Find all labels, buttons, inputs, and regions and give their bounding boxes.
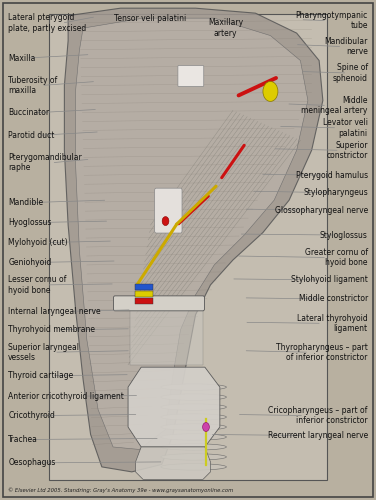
Text: Mandible: Mandible [8, 198, 43, 207]
Text: Mandibular
nerve: Mandibular nerve [324, 37, 368, 56]
Text: Thyrohyoid membrane: Thyrohyoid membrane [8, 326, 95, 334]
Text: Superior
constrictor: Superior constrictor [326, 140, 368, 160]
Text: Lateral pterygoid
plate, partly excised: Lateral pterygoid plate, partly excised [8, 14, 86, 33]
Text: Levator veli
palatini: Levator veli palatini [323, 118, 368, 138]
Ellipse shape [161, 384, 226, 390]
Text: Stylopharyngeus: Stylopharyngeus [303, 188, 368, 197]
Circle shape [263, 82, 278, 102]
Text: Oesophagus: Oesophagus [8, 458, 56, 468]
Text: Trachea: Trachea [8, 435, 38, 444]
Text: Lateral thyrohyoid
ligament: Lateral thyrohyoid ligament [297, 314, 368, 333]
Text: Styloglossus: Styloglossus [320, 230, 368, 239]
Text: Greater cornu of
hyoid bone: Greater cornu of hyoid bone [305, 248, 368, 267]
Text: Thyroid cartilage: Thyroid cartilage [8, 371, 73, 380]
Text: Thyropharyngeus – part
of inferior constrictor: Thyropharyngeus – part of inferior const… [276, 342, 368, 362]
Text: Recurrent laryngeal nerve: Recurrent laryngeal nerve [268, 431, 368, 440]
Ellipse shape [161, 424, 226, 430]
Text: Stylohyoid ligament: Stylohyoid ligament [291, 276, 368, 284]
FancyBboxPatch shape [135, 298, 153, 304]
Text: Maxilla: Maxilla [8, 54, 36, 62]
Polygon shape [76, 18, 308, 450]
Text: © Elsevier Ltd 2005. Standring: Gray's Anatomy 39e - www.graysanatomyonline.com: © Elsevier Ltd 2005. Standring: Gray's A… [8, 487, 233, 493]
FancyBboxPatch shape [114, 296, 205, 311]
Ellipse shape [161, 434, 226, 440]
FancyBboxPatch shape [130, 309, 203, 364]
Text: Cricothyroid: Cricothyroid [8, 411, 55, 420]
Text: Lesser cornu of
hyoid bone: Lesser cornu of hyoid bone [8, 275, 67, 294]
Text: Middle
meningeal artery: Middle meningeal artery [302, 96, 368, 115]
Text: Glossopharyngeal nerve: Glossopharyngeal nerve [274, 206, 368, 214]
Ellipse shape [161, 394, 226, 400]
Text: Hyoglossus: Hyoglossus [8, 218, 52, 227]
Ellipse shape [161, 444, 226, 450]
FancyBboxPatch shape [135, 284, 153, 290]
Ellipse shape [161, 414, 226, 420]
Text: Tensor veli palatini: Tensor veli palatini [114, 14, 186, 23]
FancyBboxPatch shape [155, 188, 182, 233]
Text: Internal laryngeal nerve: Internal laryngeal nerve [8, 307, 101, 316]
Text: Spine of
sphenoid: Spine of sphenoid [333, 64, 368, 82]
Text: Buccinator: Buccinator [8, 108, 49, 118]
FancyBboxPatch shape [49, 14, 327, 480]
Polygon shape [64, 8, 323, 472]
Polygon shape [136, 447, 211, 480]
Ellipse shape [161, 464, 226, 470]
Text: Maxillary
artery: Maxillary artery [208, 18, 243, 38]
Circle shape [203, 422, 209, 432]
Text: Middle constrictor: Middle constrictor [299, 294, 368, 304]
Ellipse shape [161, 404, 226, 410]
FancyBboxPatch shape [135, 292, 153, 297]
Text: Pharyngotympanic
tube: Pharyngotympanic tube [296, 11, 368, 30]
Text: Pterygomandibular
raphe: Pterygomandibular raphe [8, 153, 82, 172]
Text: Pterygoid hamulus: Pterygoid hamulus [296, 170, 368, 179]
Text: Mylohyoid (cut): Mylohyoid (cut) [8, 238, 68, 247]
Polygon shape [128, 367, 220, 447]
Text: Tuberosity of
maxilla: Tuberosity of maxilla [8, 76, 58, 95]
Text: Superior laryngeal
vessels: Superior laryngeal vessels [8, 342, 79, 362]
Text: Parotid duct: Parotid duct [8, 131, 55, 140]
FancyBboxPatch shape [178, 66, 204, 86]
Ellipse shape [161, 454, 226, 460]
Text: Cricopharyngeus – part of
inferior constrictor: Cricopharyngeus – part of inferior const… [268, 406, 368, 425]
Text: Anterior cricothyroid ligament: Anterior cricothyroid ligament [8, 392, 124, 400]
Circle shape [162, 216, 169, 226]
Text: Geniohyoid: Geniohyoid [8, 258, 52, 267]
